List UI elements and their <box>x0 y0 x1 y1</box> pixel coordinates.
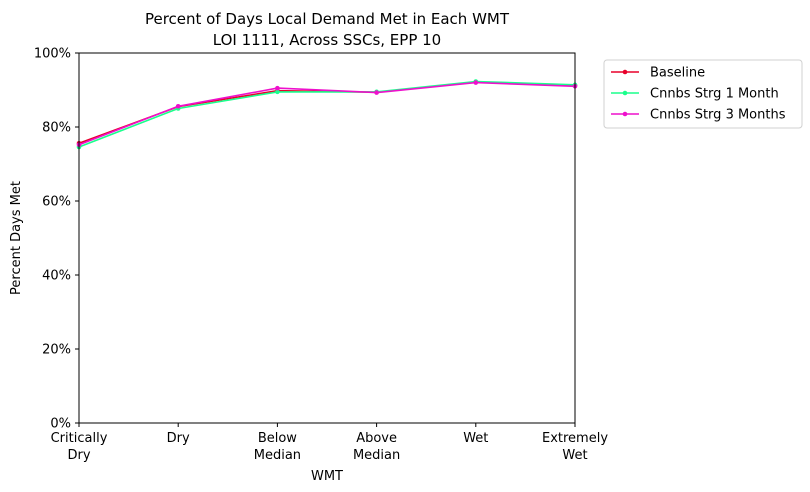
y-tick-label: 60% <box>42 195 71 210</box>
series-line <box>78 81 576 146</box>
legend-box <box>603 59 803 129</box>
data-point <box>473 80 479 85</box>
series-line <box>78 80 576 148</box>
data-point <box>175 103 181 109</box>
legend: Baseline Cnnbs Strg 1 Month Cnnbs Strg 3 M… <box>603 59 803 129</box>
legend-label: Cnnbs Strg 1 Month <box>650 87 779 102</box>
y-tick-label: 0% <box>50 417 71 432</box>
y-tick-label: 80% <box>42 121 71 136</box>
y-tick-label: 100% <box>34 47 71 62</box>
data-point <box>374 90 379 95</box>
y-tick-label: 40% <box>42 269 71 284</box>
x-tick-label: Wet <box>562 448 587 463</box>
chart-title-line-1: Percent of Days Local Demand Met in Each… <box>145 10 510 28</box>
x-tick-label: Critically <box>51 431 108 446</box>
y-axis-label: Percent Days Met <box>9 181 24 295</box>
plot-frame <box>78 52 576 424</box>
legend-swatch-marker <box>622 69 628 75</box>
x-tick-label: Dry <box>167 431 190 446</box>
x-axis-label: WMT <box>311 469 343 484</box>
legend-label: Cnnbs Strg 3 Months <box>650 108 786 123</box>
y-axis: 0% 20% 40% 60% 80% 100% <box>34 47 79 432</box>
y-tick-label: 20% <box>42 343 71 358</box>
x-tick-label: Median <box>353 448 400 463</box>
legend-swatch-marker <box>622 111 628 117</box>
x-axis: Critically Dry Dry Below Median Above Median We… <box>51 423 608 463</box>
data-point <box>275 85 280 91</box>
x-tick-label: Wet <box>463 431 488 446</box>
x-tick-label: Above <box>356 431 397 446</box>
chart-title-line-2: LOI 1111, Across SSCs, EPP 10 <box>213 31 441 49</box>
x-tick-label: Dry <box>67 448 90 463</box>
legend-label: Baseline <box>650 66 705 81</box>
x-tick-label: Median <box>254 448 301 463</box>
x-tick-label: Extremely <box>542 431 608 446</box>
data-point <box>275 89 280 95</box>
x-tick-label: Below <box>258 431 297 446</box>
legend-swatch-marker <box>622 90 628 96</box>
